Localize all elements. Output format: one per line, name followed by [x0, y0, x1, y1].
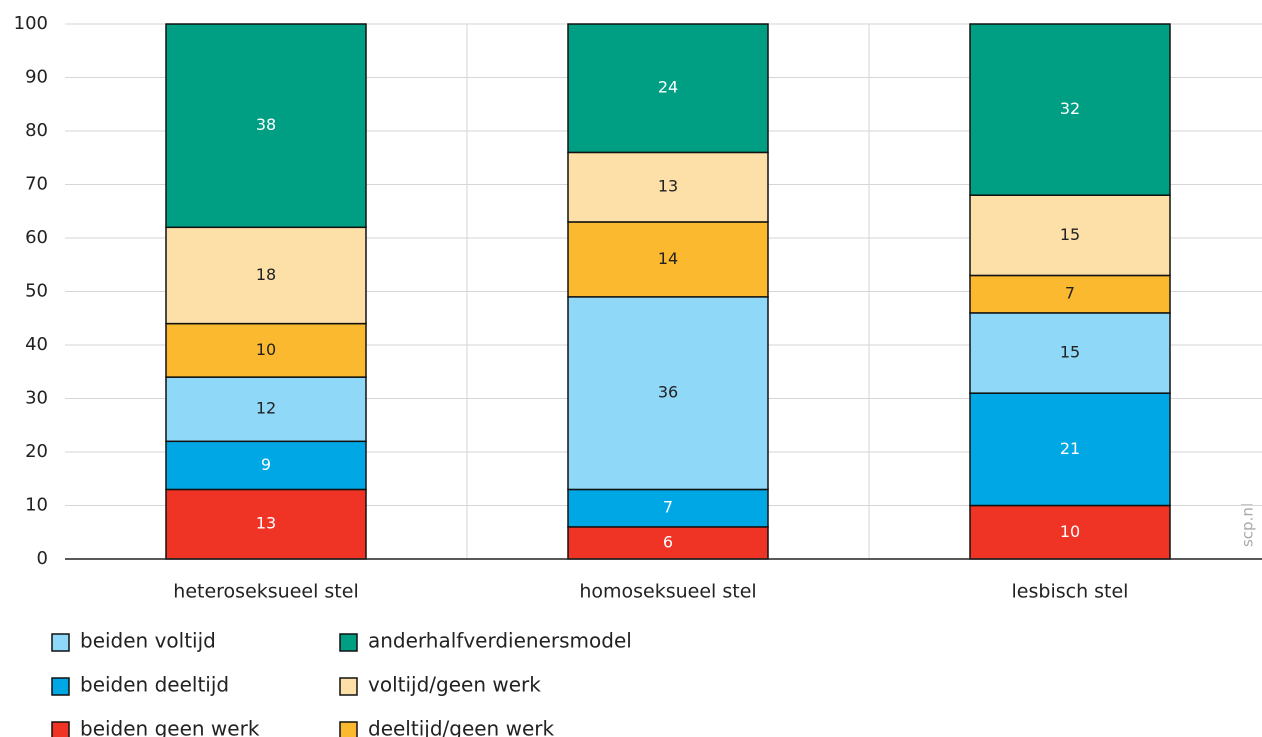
legend-swatch [51, 721, 70, 737]
legend-swatch [339, 677, 358, 696]
watermark: scp.nl [1239, 503, 1257, 547]
data-label: 7 [1065, 284, 1075, 303]
data-label: 10 [1060, 522, 1080, 541]
data-label: 12 [256, 399, 276, 418]
x-tick-label: heteroseksueel stel [173, 581, 358, 603]
bar-segment [567, 526, 769, 560]
data-label: 13 [658, 177, 678, 196]
bar-segment [567, 488, 769, 528]
bar-segment [969, 274, 1171, 314]
data-label: 21 [1060, 439, 1080, 458]
bar-segment [567, 23, 769, 154]
y-tick-label: 20 [25, 441, 48, 462]
data-label: 7 [663, 498, 673, 517]
bar-segment [165, 23, 367, 229]
y-tick-label: 40 [25, 334, 48, 355]
legend-label: beiden geen werk [80, 717, 260, 737]
x-tick-label: homoseksueel stel [579, 581, 756, 603]
y-tick-label: 90 [25, 67, 48, 88]
y-tick-label: 30 [25, 388, 48, 409]
data-label: 10 [256, 340, 276, 359]
bar-segment [969, 194, 1171, 277]
data-label: 14 [658, 249, 678, 268]
y-tick-label: 100 [14, 13, 48, 34]
bar-segment [567, 151, 769, 223]
data-label: 13 [256, 514, 276, 533]
bar-segment [165, 488, 367, 560]
bar-segment [165, 226, 367, 325]
data-label: 32 [1060, 99, 1080, 118]
data-label: 38 [256, 115, 276, 134]
legend-label: deeltijd/geen werk [368, 717, 554, 737]
data-label: 18 [256, 265, 276, 284]
y-tick-label: 60 [25, 227, 48, 248]
legend-label: beiden voltijd [80, 629, 216, 653]
bar-segment [969, 23, 1171, 196]
legend-swatch [339, 633, 358, 652]
data-label: 6 [663, 532, 673, 551]
bar-segment [969, 392, 1171, 507]
y-tick-label: 50 [25, 281, 48, 302]
data-label: 15 [1060, 343, 1080, 362]
data-label: 24 [658, 78, 678, 97]
y-tick-label: 10 [25, 495, 48, 516]
bar-segment [969, 312, 1171, 394]
legend-swatch [339, 721, 358, 737]
y-tick-label: 0 [37, 548, 48, 569]
legend-label: beiden deeltijd [80, 673, 229, 697]
legend-label: anderhalfverdienersmodel [368, 629, 632, 653]
bar-segment [567, 221, 769, 298]
data-label: 15 [1060, 225, 1080, 244]
legend-swatch [51, 633, 70, 652]
y-tick-label: 70 [25, 174, 48, 195]
data-label: 36 [658, 383, 678, 402]
y-tick-label: 80 [25, 120, 48, 141]
legend-label: voltijd/geen werk [368, 673, 541, 697]
data-label: 9 [261, 455, 271, 474]
x-tick-label: lesbisch stel [1012, 581, 1129, 603]
legend-swatch [51, 677, 70, 696]
